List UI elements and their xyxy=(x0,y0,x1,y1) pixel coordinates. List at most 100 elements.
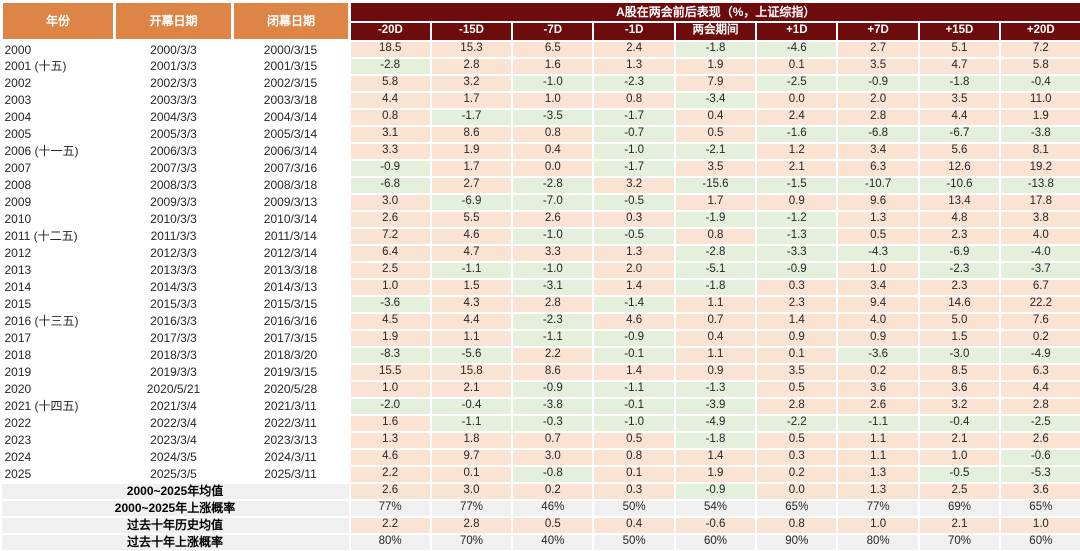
col-header-period-+7D: +7D xyxy=(836,21,920,42)
value-cell: 3.6 xyxy=(917,379,1002,399)
summary-value-cell: 0.2 xyxy=(511,481,595,501)
value-cell: -3.5 xyxy=(511,107,595,127)
close-date-cell: 2009/3/13 xyxy=(232,193,350,211)
value-cell: 3.0 xyxy=(348,192,432,212)
year-cell: 2015 xyxy=(1,295,115,313)
summary-value-cell: 80% xyxy=(836,532,920,551)
value-cell: 1.0 xyxy=(348,379,432,399)
value-cell: 0.4 xyxy=(673,107,758,127)
value-cell: 1.1 xyxy=(673,294,758,314)
value-cell: 4.4 xyxy=(429,311,514,331)
value-cell: -0.8 xyxy=(511,464,595,484)
summary-value-cell: 50% xyxy=(592,532,676,551)
table-row: 2010 2010/3/3 2010/3/14 2.6 5.5 2.6 0.3 -1.9 -1.… xyxy=(1,209,1080,229)
value-cell: -3.4 xyxy=(673,90,758,110)
summary-value-cell: 1.0 xyxy=(999,515,1080,535)
summary-value-cell: 50% xyxy=(592,498,676,518)
value-cell: -1.8 xyxy=(673,39,758,59)
value-cell: 6.3 xyxy=(999,362,1080,382)
value-cell: -1.7 xyxy=(592,107,676,127)
value-cell: 2.4 xyxy=(755,107,839,127)
value-cell: 1.2 xyxy=(755,141,839,161)
value-cell: 15.3 xyxy=(429,39,514,59)
table-row: 2021 (十四五) 2021/3/4 2021/3/11 -2.0 -0.4 -3.8-… xyxy=(1,396,1080,416)
value-cell: -3.0 xyxy=(917,345,1002,365)
summary-value-cell: 77% xyxy=(836,498,920,518)
value-cell: 0.4 xyxy=(511,141,595,161)
table-row: 2018 2018/3/3 2018/3/20 -8.3 -5.6 2.2 -0.1 1.1 0… xyxy=(1,345,1080,365)
value-cell: 0.8 xyxy=(511,124,595,144)
value-cell: -1.0 xyxy=(511,73,595,93)
value-cell: 3.3 xyxy=(348,141,432,161)
summary-value-cell: 1.0 xyxy=(836,515,920,535)
summary-value-cell: 2.8 xyxy=(429,515,514,535)
value-cell: 2.7 xyxy=(836,39,920,59)
value-cell: 1.0 xyxy=(917,447,1002,467)
value-cell: -0.9 xyxy=(755,260,839,280)
year-cell: 2024 xyxy=(1,448,115,466)
value-cell: 0.1 xyxy=(755,345,839,365)
close-date-cell: 2018/3/20 xyxy=(232,346,350,364)
value-cell: 1.4 xyxy=(592,362,676,382)
year-cell: 2025 xyxy=(1,465,115,483)
value-cell: 0.5 xyxy=(755,430,839,450)
value-cell: 4.0 xyxy=(836,311,920,331)
value-cell: -3.9 xyxy=(673,396,758,416)
open-date-cell: 2013/3/3 xyxy=(114,261,233,279)
summary-value-cell: 3.0 xyxy=(429,481,514,501)
value-cell: -1.6 xyxy=(755,124,839,144)
year-cell: 2016 (十三五) xyxy=(1,312,115,330)
table-row: 2012 2012/3/3 2012/3/14 6.4 4.7 3.3 1.3 -2.8 -3.… xyxy=(1,243,1080,263)
value-cell: 2.6 xyxy=(511,209,595,229)
value-cell: 1.8 xyxy=(429,430,514,450)
value-cell: 15.8 xyxy=(429,362,514,382)
year-cell: 2010 xyxy=(1,210,115,228)
open-date-cell: 2000/3/3 xyxy=(114,40,233,58)
col-header-open-date: 开幕日期 xyxy=(113,0,234,42)
year-cell: 2005 xyxy=(1,125,115,143)
value-cell: -6.9 xyxy=(429,192,514,212)
value-cell: 0.0 xyxy=(511,158,595,178)
value-cell: -1.8 xyxy=(917,73,1002,93)
value-cell: 8.6 xyxy=(511,362,595,382)
open-date-cell: 2019/3/3 xyxy=(114,363,233,381)
year-cell: 2013 xyxy=(1,261,115,279)
summary-value-cell: 3.6 xyxy=(999,481,1080,501)
table-row: 2004 2004/3/3 2004/3/14 0.8 -1.7 -3.5 -1.7 0.4 2… xyxy=(1,107,1080,127)
summary-value-cell: 65% xyxy=(755,498,839,518)
value-cell: 3.5 xyxy=(755,362,839,382)
close-date-cell: 2015/3/15 xyxy=(232,295,350,313)
value-cell: 3.6 xyxy=(836,379,920,399)
open-date-cell: 2010/3/3 xyxy=(114,210,233,228)
value-cell: 2.3 xyxy=(917,226,1002,246)
open-date-cell: 2004/3/3 xyxy=(114,108,233,126)
value-cell: 4.6 xyxy=(429,226,514,246)
summary-value-cell: 54% xyxy=(673,498,758,518)
value-cell: 2.0 xyxy=(836,90,920,110)
summary-row: 过去十年历史均值 2.2 2.8 0.5 0.4 -0.6 0.8 1.0 2.1 1.0 xyxy=(1,515,1080,535)
close-date-cell: 2011/3/14 xyxy=(232,227,350,245)
value-cell: -0.3 xyxy=(511,413,595,433)
value-cell: 1.3 xyxy=(836,464,920,484)
value-cell: 5.0 xyxy=(917,311,1002,331)
value-cell: -0.4 xyxy=(999,73,1080,93)
close-date-cell: 2020/5/28 xyxy=(232,380,350,398)
value-cell: 3.5 xyxy=(836,56,920,76)
value-cell: 2.8 xyxy=(755,396,839,416)
table-row: 2019 2019/3/3 2019/3/15 15.5 15.8 8.6 1.4 0.9 3.… xyxy=(1,362,1080,382)
summary-value-cell: 0.0 xyxy=(755,481,839,501)
value-cell: 1.9 xyxy=(348,328,432,348)
value-cell: -1.1 xyxy=(429,413,514,433)
table-row: 2003 2003/3/3 2003/3/18 4.4 1.7 1.0 0.8 -3.4 0.0… xyxy=(1,90,1080,110)
col-header-year: 年份 xyxy=(0,0,116,42)
summary-value-cell: 2.2 xyxy=(348,515,432,535)
col-header-period--7D: -7D xyxy=(511,21,595,42)
value-cell: 0.7 xyxy=(511,430,595,450)
value-cell: 6.7 xyxy=(999,277,1080,297)
open-date-cell: 2021/3/4 xyxy=(114,397,233,415)
table-row: 2008 2008/3/3 2008/3/18 -6.8 2.7 -2.8 3.2 -15.6… xyxy=(1,175,1080,195)
value-cell: 0.8 xyxy=(592,90,676,110)
year-cell: 2006 (十一五) xyxy=(1,142,115,160)
value-cell: 1.9 xyxy=(673,464,758,484)
value-cell: 5.6 xyxy=(917,141,1002,161)
